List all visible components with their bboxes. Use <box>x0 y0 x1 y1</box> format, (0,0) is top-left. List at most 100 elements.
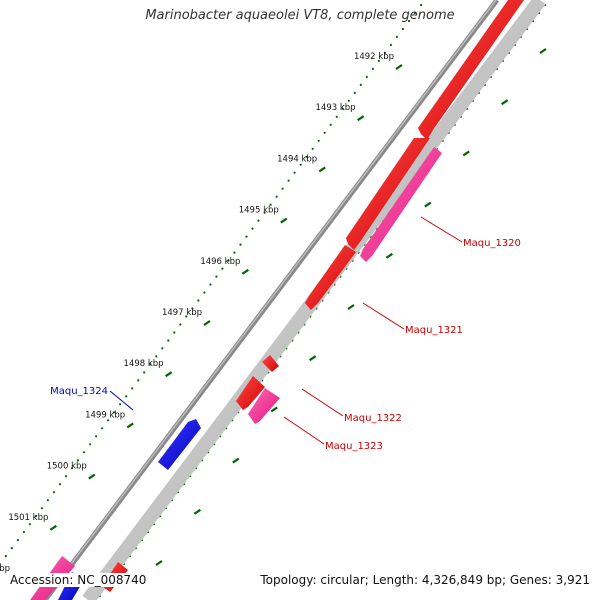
major-tick <box>88 473 96 480</box>
tick-dot <box>395 35 398 39</box>
tick-dot <box>275 195 278 198</box>
tick-dot <box>335 115 338 118</box>
tick-dot <box>89 443 92 446</box>
major-tick <box>500 99 509 106</box>
major-tick <box>462 150 470 157</box>
tick-dot <box>359 83 362 86</box>
tick-dot <box>347 99 350 102</box>
tick-dot <box>311 147 314 150</box>
label-line-maqu-1320 <box>420 216 463 243</box>
genome-backbone <box>43 0 499 600</box>
tick-dot <box>119 403 122 406</box>
tick-dot <box>95 435 98 438</box>
tick-dot <box>365 75 368 78</box>
tick-dot <box>419 3 423 7</box>
tick-label: 1499 kbp <box>85 410 125 420</box>
tick-labels: 1492 kbp 1493 kbp 1494 kbp 1495 kbp 1496 kbp… <box>0 52 394 574</box>
label-line-maqu-1322 <box>301 388 344 417</box>
gene-label[interactable]: Maqu_1323 <box>325 441 383 452</box>
tick-dot <box>281 187 284 190</box>
tick-label: 1496 kbp <box>200 257 240 267</box>
map-title: Marinobacter aquaeolei VT8, complete gen… <box>145 8 455 23</box>
major-tick <box>193 508 202 515</box>
gene-feature-forward-1320 <box>346 138 430 250</box>
tick-label: 1502 kbp <box>0 564 10 574</box>
tick-dot <box>107 419 110 422</box>
tick-dot <box>173 331 176 334</box>
tick-dot <box>28 523 31 526</box>
major-tick <box>308 355 317 362</box>
tick-dot <box>113 411 116 414</box>
tick-dot <box>4 555 7 558</box>
major-tick <box>318 166 326 173</box>
gene-label[interactable]: Maqu_1320 <box>463 238 521 249</box>
gene-labels: Maqu_1320 Maqu_1321 Maqu_1322 Maqu_1323 Maqu… <box>50 238 521 452</box>
major-tick <box>203 320 211 326</box>
major-tick <box>424 201 432 208</box>
tick-dot <box>239 243 242 246</box>
tick-label: 1501 kbp <box>8 513 48 523</box>
tick-dot <box>16 539 19 542</box>
tick-dot <box>299 163 302 166</box>
tick-dot <box>76 459 80 462</box>
tick-dot <box>143 371 146 374</box>
tick-dot <box>323 131 326 134</box>
tick-dot <box>203 291 206 294</box>
tick-dot <box>221 267 224 270</box>
tick-dot <box>167 339 170 342</box>
tick-dot <box>353 91 356 94</box>
gene-label[interactable]: Maqu_1322 <box>344 413 402 424</box>
major-tick <box>356 115 365 122</box>
major-tick <box>241 268 250 275</box>
tick-dot <box>209 283 212 286</box>
major-tick <box>347 304 355 310</box>
tick-dot <box>287 179 290 182</box>
tick-dot <box>305 155 308 158</box>
tick-dot <box>269 203 272 206</box>
gene-feature-rna-1320 <box>360 147 442 262</box>
tick-dot <box>389 43 392 47</box>
tick-label: 1492 kbp <box>354 52 394 62</box>
tick-dot <box>377 59 380 63</box>
tick-dot <box>34 515 38 518</box>
tick-dot <box>227 259 230 262</box>
major-tick <box>270 406 278 413</box>
tick-dot <box>407 19 411 23</box>
tick-dot <box>383 51 386 55</box>
tick-dot <box>233 251 236 254</box>
tick-dot <box>413 11 417 15</box>
tick-dot <box>161 347 164 350</box>
gene-label[interactable]: Maqu_1324 <box>50 386 108 397</box>
tick-dot <box>191 307 194 310</box>
genome-summary-label: Topology: circular; Length: 4,326,849 bp… <box>258 573 592 587</box>
tick-dot <box>215 275 218 278</box>
tick-dot <box>401 27 404 31</box>
gene-feature-forward-top <box>418 0 524 140</box>
tick-dot <box>40 507 44 510</box>
tick-dot <box>197 299 200 302</box>
major-tick <box>49 524 58 531</box>
tick-dot <box>137 379 140 382</box>
tick-dot <box>263 211 266 214</box>
tick-dot <box>149 363 152 366</box>
gene-feature-forward-1321 <box>305 245 356 310</box>
major-tick <box>280 217 288 224</box>
tick-dot <box>0 563 1 566</box>
tick-dot <box>125 395 128 398</box>
accession-label: Accession: NC_008740 <box>8 573 149 587</box>
major-tick <box>385 252 394 259</box>
tick-label: 1497 kbp <box>162 308 202 318</box>
gene-label[interactable]: Maqu_1321 <box>405 325 463 336</box>
major-tick <box>539 48 547 54</box>
tick-dot <box>185 315 188 318</box>
tick-dot <box>10 547 13 550</box>
label-line-maqu-1324 <box>109 390 134 411</box>
tick-dot <box>245 235 248 238</box>
major-tick <box>155 560 163 566</box>
tick-dot <box>251 227 254 230</box>
tick-dot <box>58 483 62 486</box>
outer-tick-ring <box>0 3 423 566</box>
tick-dot <box>257 219 260 222</box>
